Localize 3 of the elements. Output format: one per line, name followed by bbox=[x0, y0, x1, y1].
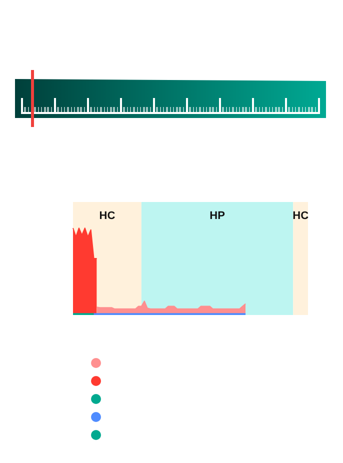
text: HC bbox=[292, 210, 309, 222]
text: HC bbox=[99, 210, 116, 222]
text: HP bbox=[210, 210, 225, 222]
